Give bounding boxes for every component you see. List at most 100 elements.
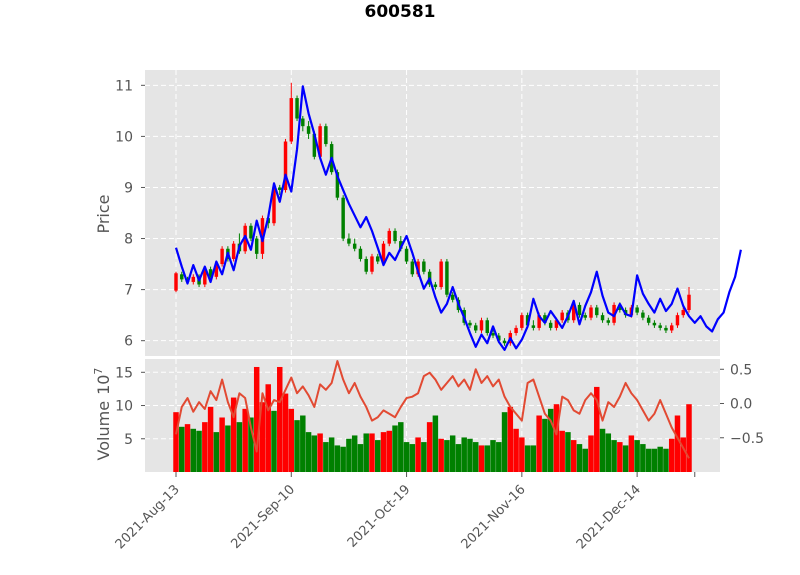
volume-y-axis-label: Volume 107 [92,368,113,461]
candle-body [450,294,455,300]
volume-bar [657,446,663,472]
volume-bar [478,445,485,472]
volume-right-y-tick-label: −0.5 [730,431,764,447]
volume-bar [317,433,323,472]
volume-bar [496,442,502,472]
candle-body [531,325,536,328]
candle-body [249,225,253,239]
volume-bar [363,433,369,472]
candle-body [399,241,403,249]
candle-body [577,304,582,316]
candle-body [404,248,409,262]
volume-bar [328,437,335,472]
volume-bar [219,417,225,472]
volume-bar [640,444,646,472]
volume-bar [375,440,381,472]
volume-bar [386,430,393,472]
volume-bar [472,442,479,472]
volume-bar [622,445,629,472]
volume-y-axis-scale: 10 [94,375,113,395]
candle-body [376,256,380,262]
price-overlay-line [174,85,742,351]
volume-right-y-tick-label: 0.0 [730,397,752,413]
candle-body [589,307,593,318]
volume-y-tick-label: 10 [115,399,133,415]
volume-bar [599,428,606,472]
volume-bar [565,432,571,472]
volume-bar [449,435,456,472]
volume-overlay [175,360,690,459]
volume-bar [196,430,202,472]
candle-body [669,325,674,331]
candle-body [283,141,288,191]
candle-body [289,98,294,142]
volume-bar [570,440,577,472]
volume-bar [501,412,508,472]
candle-body [658,325,662,328]
candle-body [306,126,311,134]
volume-overlay-line [175,360,690,459]
volume-bar [582,448,588,472]
volume-bar [305,432,312,472]
volume-bar [553,404,560,472]
volume-bar [519,437,525,472]
volume-bar [686,404,692,472]
volume-bar [294,420,300,472]
volume-bar [190,428,197,472]
volume-bar [380,432,387,472]
volume-bar [680,437,686,472]
candle-body [370,256,374,272]
candle-body [278,187,282,191]
volume-y-axis-exponent: 7 [92,368,105,375]
volume-bar [536,415,542,472]
volume-bar [668,438,675,472]
volume-y-ticks: 5 10 15 [115,365,145,448]
candle-body [583,315,587,318]
date-tick-label: 2021-Dec-14 [574,482,644,552]
candle-body [554,320,559,328]
candle-body [560,312,564,321]
candle-body [231,243,236,259]
volume-bar [179,426,185,472]
candle-body [301,118,305,127]
candle-body [410,261,415,275]
volume-bar [236,422,243,472]
candle-body [445,261,449,295]
candle-body [687,294,691,311]
candle-body [387,230,391,244]
candle-body [422,261,426,272]
volume-y-axis-name: Volume [94,401,113,461]
volume-bar [248,417,254,472]
volume-bar [184,424,191,472]
volume-bar [530,445,537,472]
candle-body [606,320,611,323]
volume-bar [409,444,416,472]
date-ticks: 2021-Aug-13 2021-Sep-10 2021-Oct-19 2021-No… [113,472,696,552]
date-tick-label: 2021-Nov-16 [459,482,529,552]
price-y-axis-label: Price [94,194,113,233]
volume-bar [300,415,306,472]
candle-body [174,273,178,291]
candle-body [502,340,507,344]
volume-bar [282,393,289,472]
volume-bar [340,446,346,472]
volume-bar [230,397,237,472]
volume-bar [265,384,271,472]
date-tick-label: 2021-Aug-13 [113,482,183,552]
volume-bar [323,442,329,472]
volume-bar [398,422,404,472]
candle-body [681,310,685,316]
volume-bar [225,425,231,472]
volume-bar [588,435,594,472]
volume-bar [277,366,283,472]
candle-body [635,307,639,313]
volume-bar [271,410,277,472]
price-plot-background [145,70,720,356]
candle-body [548,322,553,328]
volume-bar [173,412,179,472]
candle-body [641,312,645,318]
volume-bar [334,445,341,472]
candle-body [600,315,605,321]
candle-body [514,327,518,334]
volume-bar [432,415,439,472]
